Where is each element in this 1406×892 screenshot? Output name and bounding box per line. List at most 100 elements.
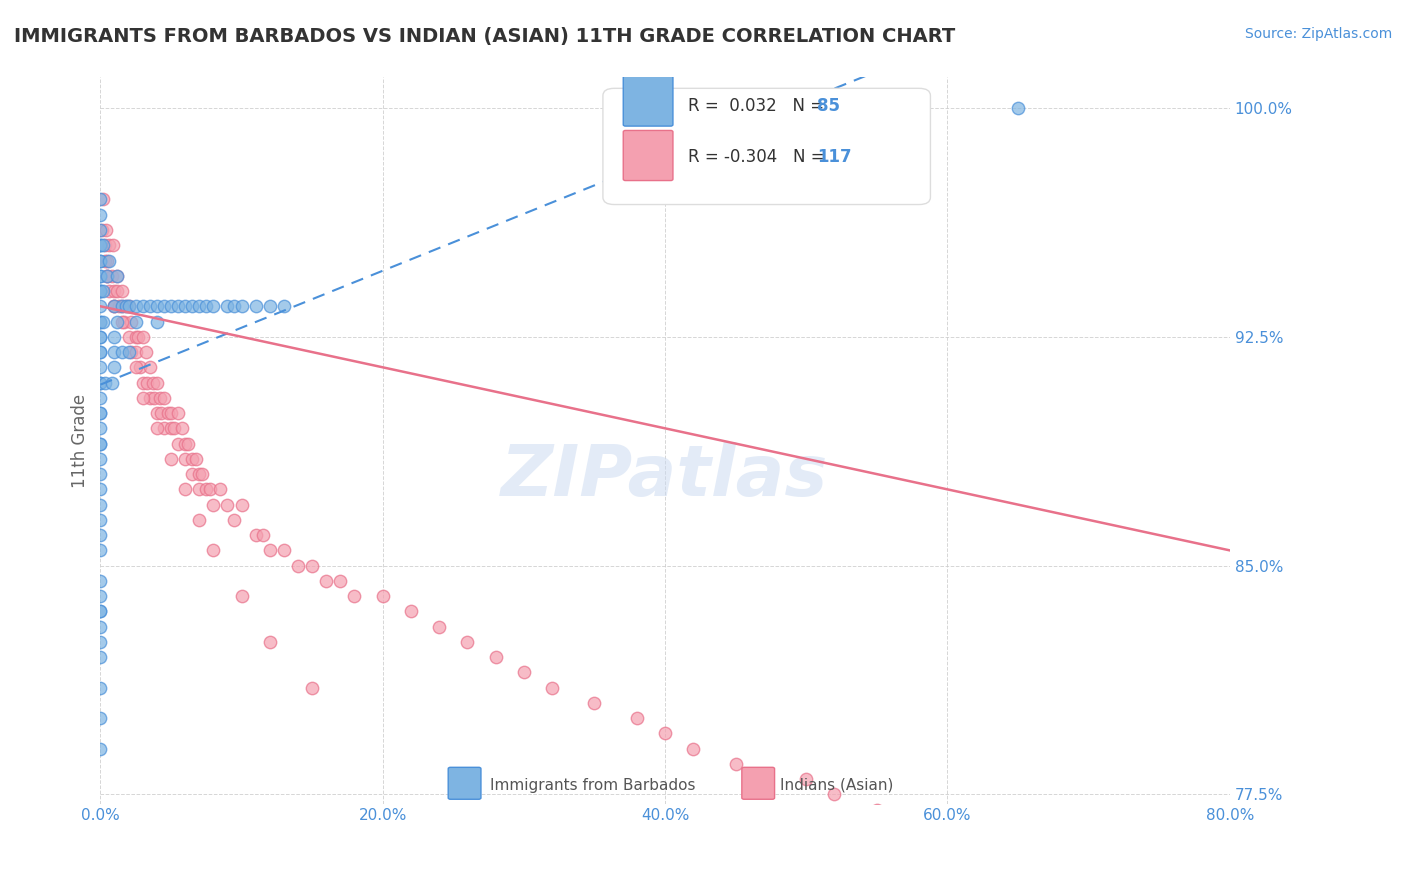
Point — [89, 620, 111, 634]
Point — [89, 451, 111, 466]
Point — [217, 498, 239, 512]
Point — [89, 223, 111, 237]
Point — [89, 604, 111, 618]
Point — [91, 284, 114, 298]
Point — [93, 253, 115, 268]
Point — [301, 681, 323, 695]
Point — [120, 314, 142, 328]
Point — [146, 421, 169, 435]
Point — [89, 589, 111, 603]
Point — [1007, 863, 1029, 878]
Point — [513, 665, 536, 680]
Point — [139, 299, 162, 313]
Point — [117, 345, 139, 359]
Point — [124, 360, 146, 375]
Point — [89, 284, 111, 298]
Point — [245, 299, 267, 313]
Text: ZIPatlas: ZIPatlas — [502, 442, 828, 511]
Point — [120, 345, 142, 359]
Point — [89, 436, 111, 450]
Point — [89, 681, 111, 695]
Text: Indians (Asian): Indians (Asian) — [780, 778, 894, 793]
Point — [209, 483, 232, 497]
FancyBboxPatch shape — [449, 767, 481, 799]
Point — [89, 376, 111, 390]
Point — [103, 299, 125, 313]
Point — [399, 604, 422, 618]
Point — [89, 253, 111, 268]
Point — [89, 421, 111, 435]
Point — [142, 376, 165, 390]
Point — [583, 696, 606, 710]
Point — [485, 650, 508, 665]
Point — [100, 268, 122, 283]
Point — [101, 238, 124, 252]
Point — [89, 574, 111, 588]
Point — [224, 299, 246, 313]
Point — [149, 391, 172, 405]
Point — [117, 299, 139, 313]
Point — [124, 299, 146, 313]
Point — [89, 406, 111, 420]
Point — [224, 513, 246, 527]
Point — [654, 726, 676, 740]
Point — [103, 360, 125, 375]
Point — [93, 376, 115, 390]
Point — [90, 223, 112, 237]
Point — [724, 756, 747, 771]
Point — [103, 299, 125, 313]
Point — [541, 681, 564, 695]
Point — [315, 574, 337, 588]
Point — [105, 314, 128, 328]
Point — [794, 772, 817, 787]
Point — [110, 345, 132, 359]
Point — [124, 330, 146, 344]
Point — [456, 635, 478, 649]
Point — [174, 451, 197, 466]
Point — [89, 543, 111, 558]
Point — [131, 330, 153, 344]
Point — [160, 421, 183, 435]
Point — [202, 498, 225, 512]
FancyBboxPatch shape — [623, 76, 673, 126]
Point — [105, 268, 128, 283]
Point — [89, 253, 111, 268]
Point — [191, 467, 214, 481]
Point — [89, 741, 111, 756]
Point — [160, 299, 183, 313]
Point — [110, 299, 132, 313]
Point — [301, 558, 323, 573]
Point — [163, 421, 186, 435]
Point — [110, 314, 132, 328]
Point — [103, 330, 125, 344]
Point — [157, 406, 180, 420]
Point — [89, 299, 111, 313]
Point — [181, 451, 204, 466]
Point — [150, 406, 173, 420]
Point — [89, 513, 111, 527]
Point — [89, 314, 111, 328]
Point — [89, 314, 111, 328]
Point — [114, 299, 136, 313]
Point — [146, 376, 169, 390]
Point — [110, 284, 132, 298]
Point — [91, 193, 114, 207]
Point — [127, 330, 149, 344]
Point — [146, 299, 169, 313]
Point — [96, 268, 118, 283]
Point — [174, 299, 197, 313]
Point — [202, 543, 225, 558]
Point — [89, 528, 111, 542]
Point — [131, 299, 153, 313]
Point — [172, 421, 194, 435]
Point — [287, 558, 309, 573]
Point — [93, 238, 115, 252]
Point — [231, 299, 253, 313]
Point — [146, 314, 169, 328]
Point — [135, 345, 157, 359]
Point — [89, 467, 111, 481]
Point — [143, 391, 166, 405]
Point — [188, 299, 211, 313]
Point — [89, 376, 111, 390]
Point — [259, 543, 281, 558]
